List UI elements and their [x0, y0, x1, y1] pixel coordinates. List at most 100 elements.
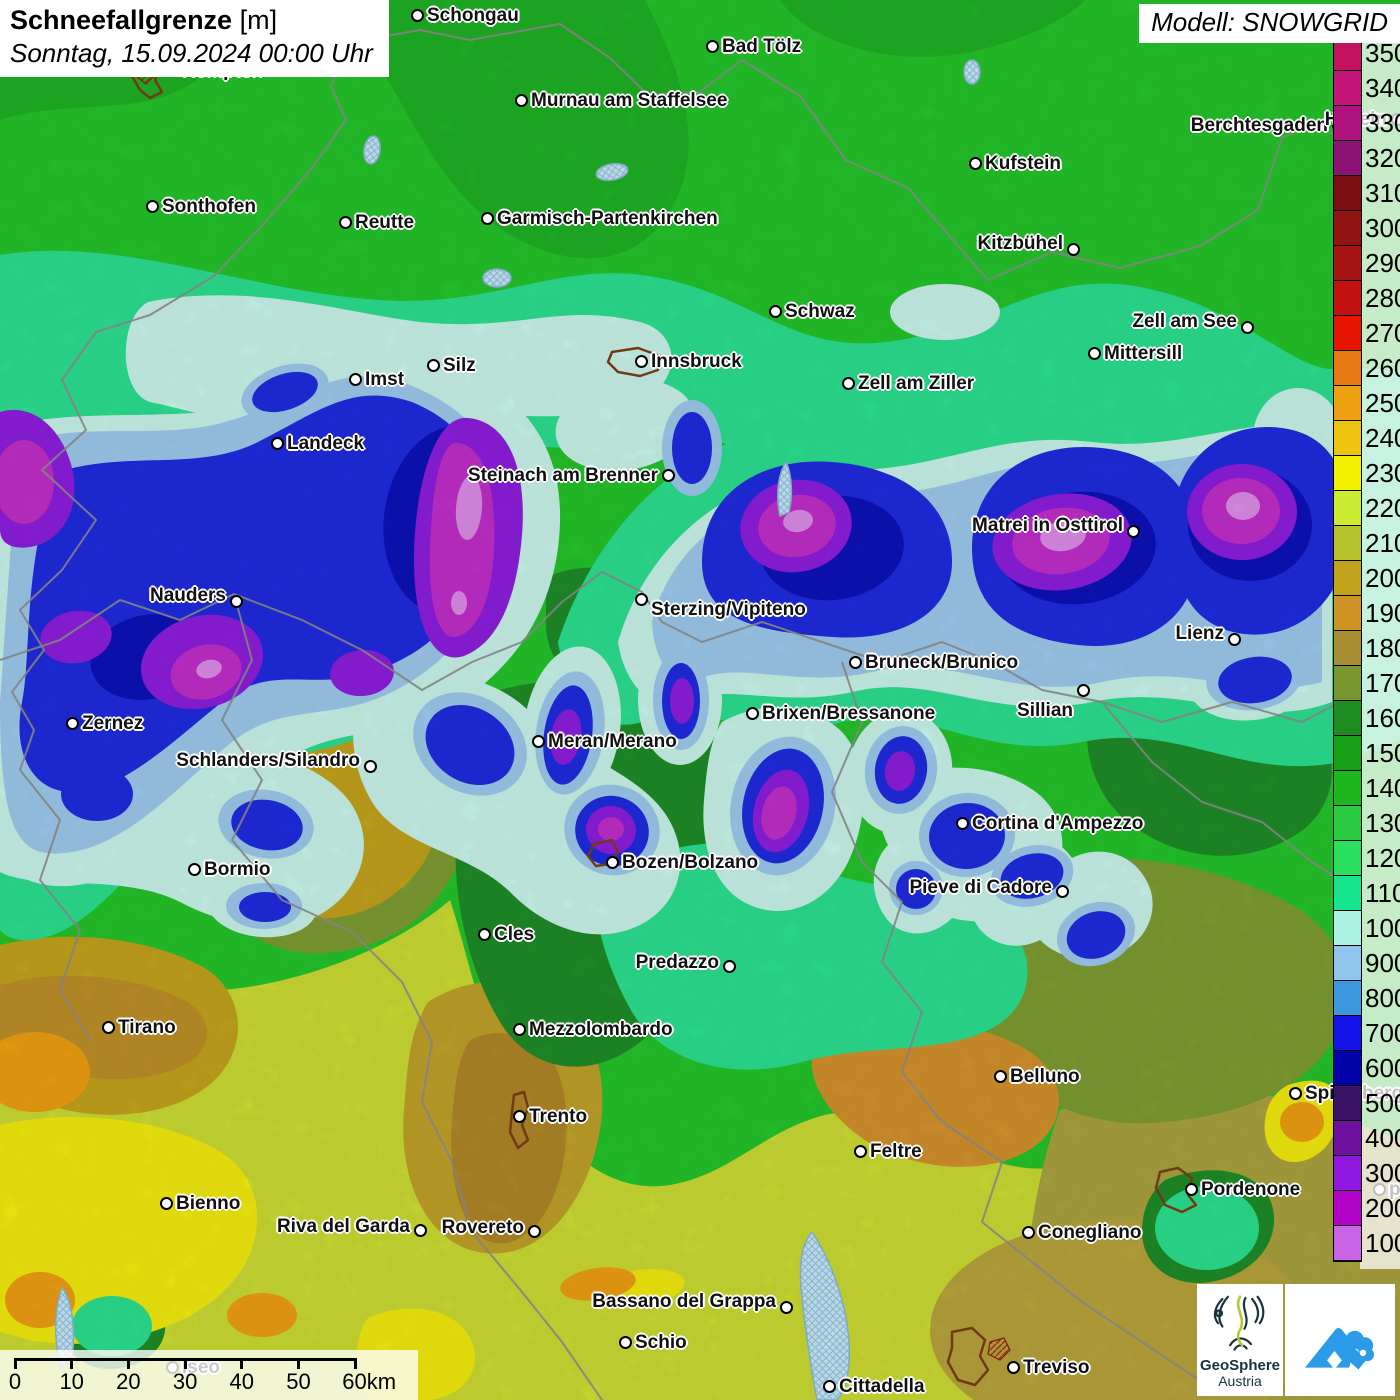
city-label: Imst: [365, 369, 405, 390]
city-label: Predazzo: [635, 952, 719, 973]
city-label: Trento: [529, 1106, 588, 1127]
legend-color-200: [1334, 1191, 1361, 1226]
legend-value: 3500: [1365, 37, 1400, 68]
legend-value: 2500: [1365, 387, 1400, 418]
scalebar-tick: [126, 1358, 130, 1369]
city-label: Bad Tölz: [722, 36, 802, 57]
scalebar-number: 10: [59, 1369, 84, 1394]
city-marker: [363, 759, 377, 773]
city-label: Matrei in Osttirol: [972, 515, 1123, 536]
legend-value: 2600: [1365, 352, 1400, 383]
city-marker: [955, 816, 969, 830]
legend-color-1600: [1334, 701, 1361, 736]
city-marker: [1288, 1086, 1302, 1100]
city-marker: [1126, 524, 1140, 538]
legend-color-300: [1334, 1156, 1361, 1191]
legend-value: 2300: [1365, 457, 1400, 488]
legend-color-1400: [1334, 771, 1361, 806]
city-marker: [779, 1300, 793, 1314]
legend-value: 400: [1365, 1122, 1400, 1153]
scalebar-number: 60km: [342, 1369, 397, 1394]
city-label: Silz: [443, 355, 476, 376]
legend-color-1800: [1334, 631, 1361, 666]
scalebar-tick: [183, 1358, 187, 1369]
legend-color-400: [1334, 1121, 1361, 1156]
city-marker: [618, 1335, 632, 1349]
legend-color-3300: [1334, 106, 1361, 141]
city-label: Bozen/Bolzano: [622, 852, 759, 873]
legend-value: 600: [1365, 1052, 1400, 1083]
legend-color-500: [1334, 1086, 1361, 1121]
scalebar-tick: [70, 1358, 74, 1369]
legend-color-1300: [1334, 806, 1361, 841]
legend-value: 2100: [1365, 527, 1400, 558]
city-marker: [531, 734, 545, 748]
legend-color-3200: [1334, 141, 1361, 176]
legend-value: 3400: [1365, 72, 1400, 103]
legend-color-2700: [1334, 316, 1361, 351]
legend-color-2000: [1334, 561, 1361, 596]
legend-value: 3000: [1365, 212, 1400, 243]
city-marker: [512, 1022, 526, 1036]
city-marker: [1055, 884, 1069, 898]
legend-value: 2000: [1365, 562, 1400, 593]
city-label: Pordenone: [1201, 1179, 1301, 1200]
city-marker: [338, 215, 352, 229]
legend-value: 3100: [1365, 177, 1400, 208]
city-label: Lienz: [1175, 623, 1224, 644]
city-label: Cittadella: [839, 1376, 925, 1397]
city-label: Steinach am Brenner: [467, 465, 658, 486]
city-label: Pieve di Cadore: [909, 877, 1052, 898]
city-marker: [65, 716, 79, 730]
city-marker: [477, 927, 491, 941]
legend-value: 2800: [1365, 282, 1400, 313]
legend-color-600: [1334, 1051, 1361, 1086]
legend-colorbar: [1333, 35, 1362, 1262]
legend-color-1000: [1334, 911, 1361, 946]
city-label: Garmisch-Partenkirchen: [497, 208, 718, 229]
city-label: Mittersill: [1104, 343, 1183, 364]
city-marker: [1087, 346, 1101, 360]
city-marker: [514, 93, 528, 107]
legend-value: 2900: [1365, 247, 1400, 278]
scalebar-tick: [353, 1358, 357, 1369]
city-label: Sonthofen: [162, 196, 256, 217]
city-marker: [841, 376, 855, 390]
map-scalebar: 0 10 20 30 40 50 60km: [0, 1350, 418, 1400]
city-marker: [159, 1196, 173, 1210]
scalebar-number: 40: [229, 1369, 255, 1394]
scalebar-number: 50: [286, 1369, 311, 1394]
city-marker: [270, 436, 284, 450]
legend-value: 1100: [1365, 877, 1400, 908]
legend-color-1200: [1334, 841, 1361, 876]
city-marker: [853, 1144, 867, 1158]
city-marker: [1066, 242, 1080, 256]
city-marker: [1184, 1182, 1198, 1196]
legend-value: 3200: [1365, 142, 1400, 173]
legend-color-2900: [1334, 246, 1361, 281]
city-marker: [993, 1069, 1007, 1083]
legend-color-100: [1334, 1226, 1361, 1261]
legend-value: 1200: [1365, 842, 1400, 873]
legend-color-2600: [1334, 351, 1361, 386]
city-label: Kufstein: [985, 153, 1061, 174]
city-marker: [187, 862, 201, 876]
legend-value: 1300: [1365, 807, 1400, 838]
legend-value: 300: [1365, 1157, 1400, 1188]
legend-color-1500: [1334, 736, 1361, 771]
city-label: Cortina d'Ampezzo: [972, 813, 1144, 834]
legend-value: 100: [1365, 1227, 1400, 1258]
legend-value: 1400: [1365, 772, 1400, 803]
legend-label-strip: [1360, 26, 1400, 1269]
city-marker: [968, 156, 982, 170]
city-label: Schio: [635, 1332, 687, 1353]
city-label: Zernez: [82, 713, 144, 734]
legend-value: 700: [1365, 1017, 1400, 1048]
legend-value: 3300: [1365, 107, 1400, 138]
city-marker: [634, 354, 648, 368]
city-label: Murnau am Staffelsee: [531, 90, 728, 111]
city-label: Belluno: [1010, 1066, 1080, 1087]
